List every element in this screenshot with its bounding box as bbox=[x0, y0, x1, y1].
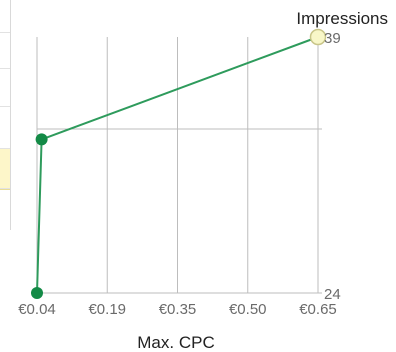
x-tick-label: €0.50 bbox=[229, 301, 267, 318]
side-panel bbox=[0, 0, 11, 230]
data-point[interactable] bbox=[35, 133, 48, 146]
side-row[interactable] bbox=[0, 106, 10, 149]
side-row[interactable] bbox=[0, 188, 10, 231]
grid bbox=[36, 37, 322, 294]
x-tick-label: €0.35 bbox=[159, 301, 197, 318]
series-label: Impressions bbox=[296, 9, 388, 28]
side-row[interactable] bbox=[0, 32, 10, 69]
x-axis-title: Max. CPC bbox=[137, 333, 214, 352]
y-tick-label-min: 24 bbox=[324, 286, 341, 303]
side-row[interactable] bbox=[0, 68, 10, 107]
data-point-highlighted[interactable] bbox=[309, 28, 327, 46]
x-tick-label: €0.65 bbox=[299, 301, 337, 318]
x-tick-label: €0.04 bbox=[18, 301, 56, 318]
data-point[interactable] bbox=[31, 287, 43, 299]
y-tick-label-max: 39 bbox=[324, 30, 341, 47]
tick-labels: €0.04 €0.19 €0.35 €0.50 €0.65 39 24 bbox=[18, 30, 340, 318]
marker-layer bbox=[31, 28, 327, 299]
side-row-selected[interactable] bbox=[0, 148, 10, 190]
x-tick-label: €0.19 bbox=[88, 301, 126, 318]
